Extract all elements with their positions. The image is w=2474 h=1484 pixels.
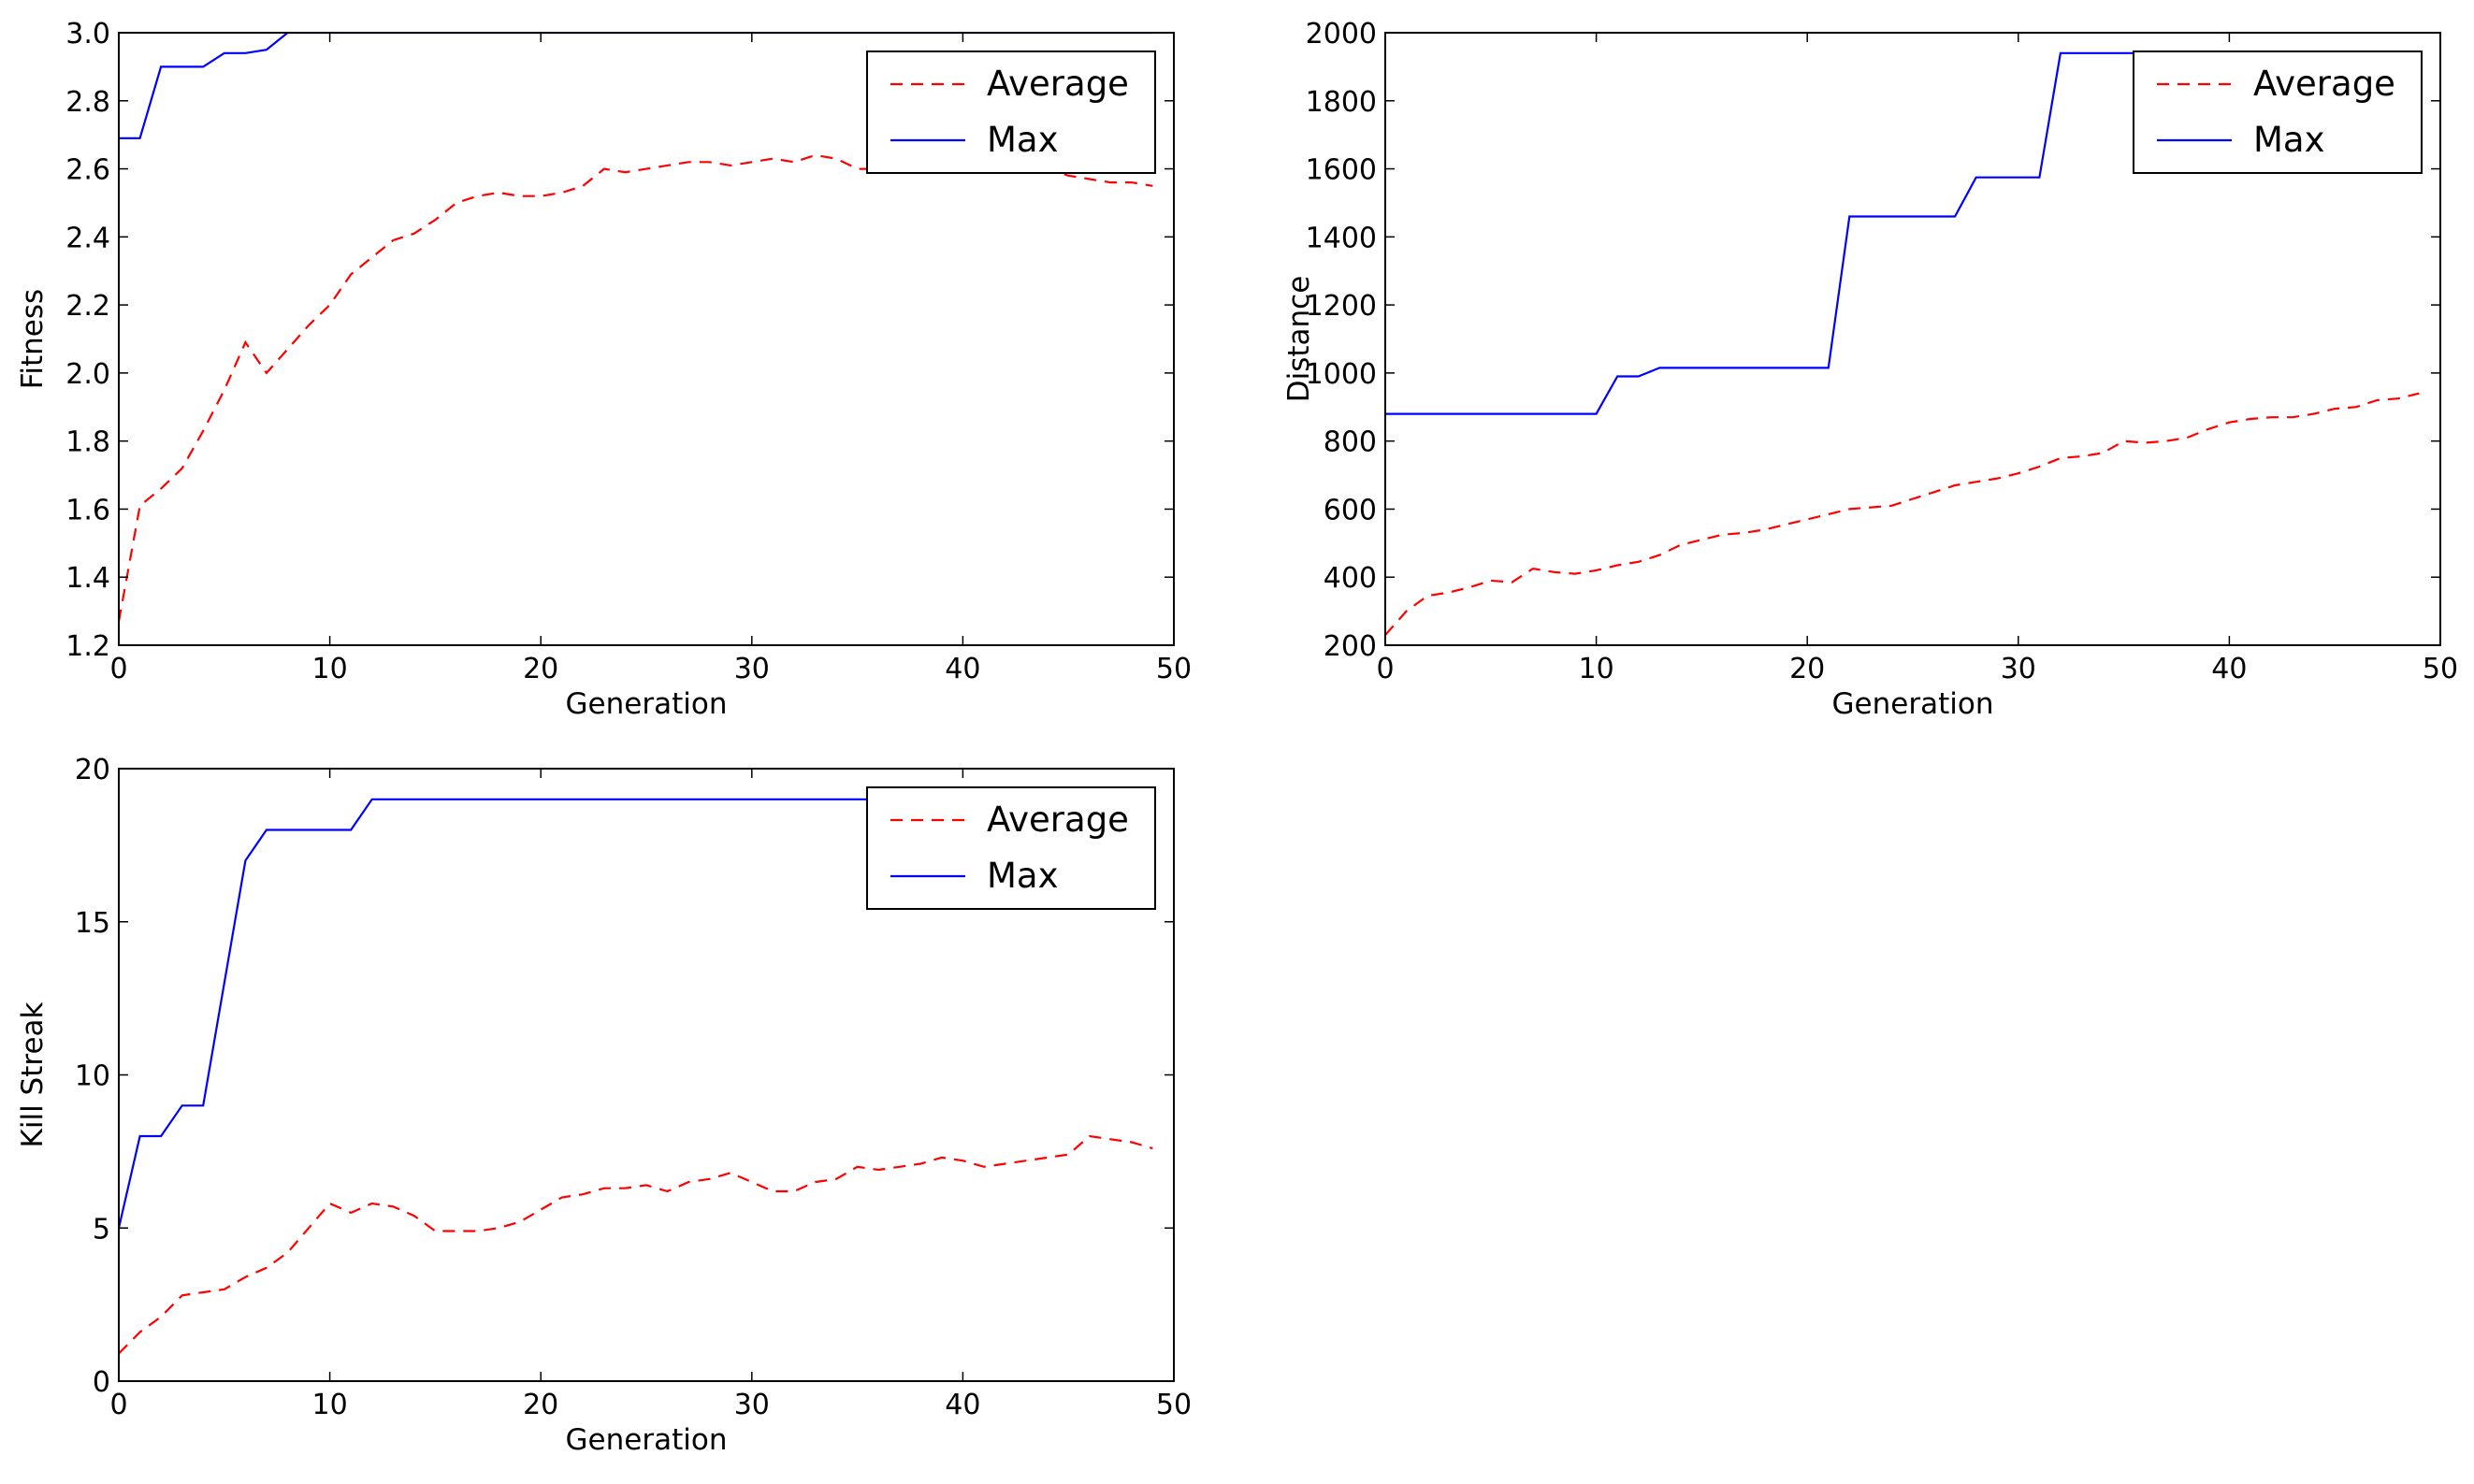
y-tick-label: 1400 <box>1306 222 1377 254</box>
legend-label-max: Max <box>987 856 1059 896</box>
x-tick-label: 50 <box>1156 1389 1192 1421</box>
y-tick-label: 2.2 <box>65 290 110 323</box>
y-tick-label: 2.8 <box>65 86 110 119</box>
y-tick-label: 3.0 <box>65 18 110 50</box>
legend-box <box>866 50 1156 174</box>
x-tick-label: 0 <box>1376 653 1394 685</box>
y-axis-label: Kill Streak <box>16 1001 50 1147</box>
legend: Average Max <box>866 786 1156 910</box>
y-tick-label: 2000 <box>1306 18 1377 50</box>
y-tick-label: 1000 <box>1306 358 1377 391</box>
y-tick-label: 20 <box>75 754 110 786</box>
y-tick-label: 2.4 <box>65 222 110 254</box>
plot-frame <box>118 32 1175 646</box>
y-tick-label: 15 <box>75 907 110 940</box>
x-tick-label: 50 <box>2423 653 2458 685</box>
plot-frame <box>1384 32 2441 646</box>
y-tick-label: 1800 <box>1306 86 1377 119</box>
legend: Average Max <box>866 50 1156 174</box>
y-tick-label: 800 <box>1324 426 1377 459</box>
legend: Average Max <box>2133 50 2423 174</box>
x-tick-label: 0 <box>109 1389 127 1421</box>
x-tick-label: 20 <box>1789 653 1825 685</box>
y-tick-label: 1.4 <box>65 562 110 595</box>
chart-fitness: 0 10 20 30 40 50 1.2 1.4 1.6 1.8 2.0 2.2 2.4 2.6 2.8 3.… <box>16 18 1192 721</box>
y-axis-label: Fitness <box>16 289 50 389</box>
y-tick-label: 10 <box>75 1060 110 1093</box>
x-tick-label: 10 <box>312 1389 348 1421</box>
y-tick-label: 200 <box>1324 630 1377 663</box>
y-tick-label: 1600 <box>1306 154 1377 187</box>
x-tick-label: 40 <box>945 653 980 685</box>
legend-label-max: Max <box>2253 120 2325 160</box>
y-tick-label: 600 <box>1324 494 1377 526</box>
y-tick-label: 2.0 <box>65 358 110 391</box>
x-tick-label: 20 <box>523 1389 558 1421</box>
x-tick-label: 0 <box>109 653 127 685</box>
chart-distance: 0 10 20 30 40 50 200 400 600 800 1000 1200 1400 1600 1… <box>1282 18 2458 721</box>
legend-box <box>866 786 1156 910</box>
series-line-average <box>1385 392 2420 636</box>
legend-label-average: Average <box>2253 64 2395 104</box>
x-tick-label: 40 <box>945 1389 980 1421</box>
series-line-average <box>119 153 1153 622</box>
x-tick-label: 10 <box>312 653 348 685</box>
x-tick-label: 50 <box>1156 653 1192 685</box>
x-tick-label: 40 <box>2211 653 2247 685</box>
y-tick-label: 2.6 <box>65 154 110 187</box>
y-tick-label: 0 <box>93 1366 110 1399</box>
series-line-average <box>119 1134 1153 1355</box>
y-tick-label: 1.8 <box>65 426 110 459</box>
legend-label-average: Average <box>987 800 1129 840</box>
x-tick-label: 30 <box>734 653 770 685</box>
x-axis-label: Generation <box>566 687 728 721</box>
y-tick-label: 1200 <box>1306 290 1377 323</box>
x-tick-label: 10 <box>1579 653 1614 685</box>
y-axis-label: Distance <box>1282 276 1316 403</box>
legend-label-average: Average <box>987 64 1129 104</box>
y-tick-label: 5 <box>93 1213 110 1246</box>
legend-box <box>2133 50 2423 174</box>
y-tick-label: 1.6 <box>65 494 110 526</box>
x-tick-label: 30 <box>734 1389 770 1421</box>
legend-label-max: Max <box>987 120 1059 160</box>
x-axis-label: Generation <box>566 1423 728 1457</box>
x-axis-label: Generation <box>1832 687 1994 721</box>
x-tick-label: 20 <box>523 653 558 685</box>
y-tick-label: 1.2 <box>65 630 110 663</box>
y-tick-label: 400 <box>1324 562 1377 595</box>
x-tick-label: 30 <box>2001 653 2036 685</box>
